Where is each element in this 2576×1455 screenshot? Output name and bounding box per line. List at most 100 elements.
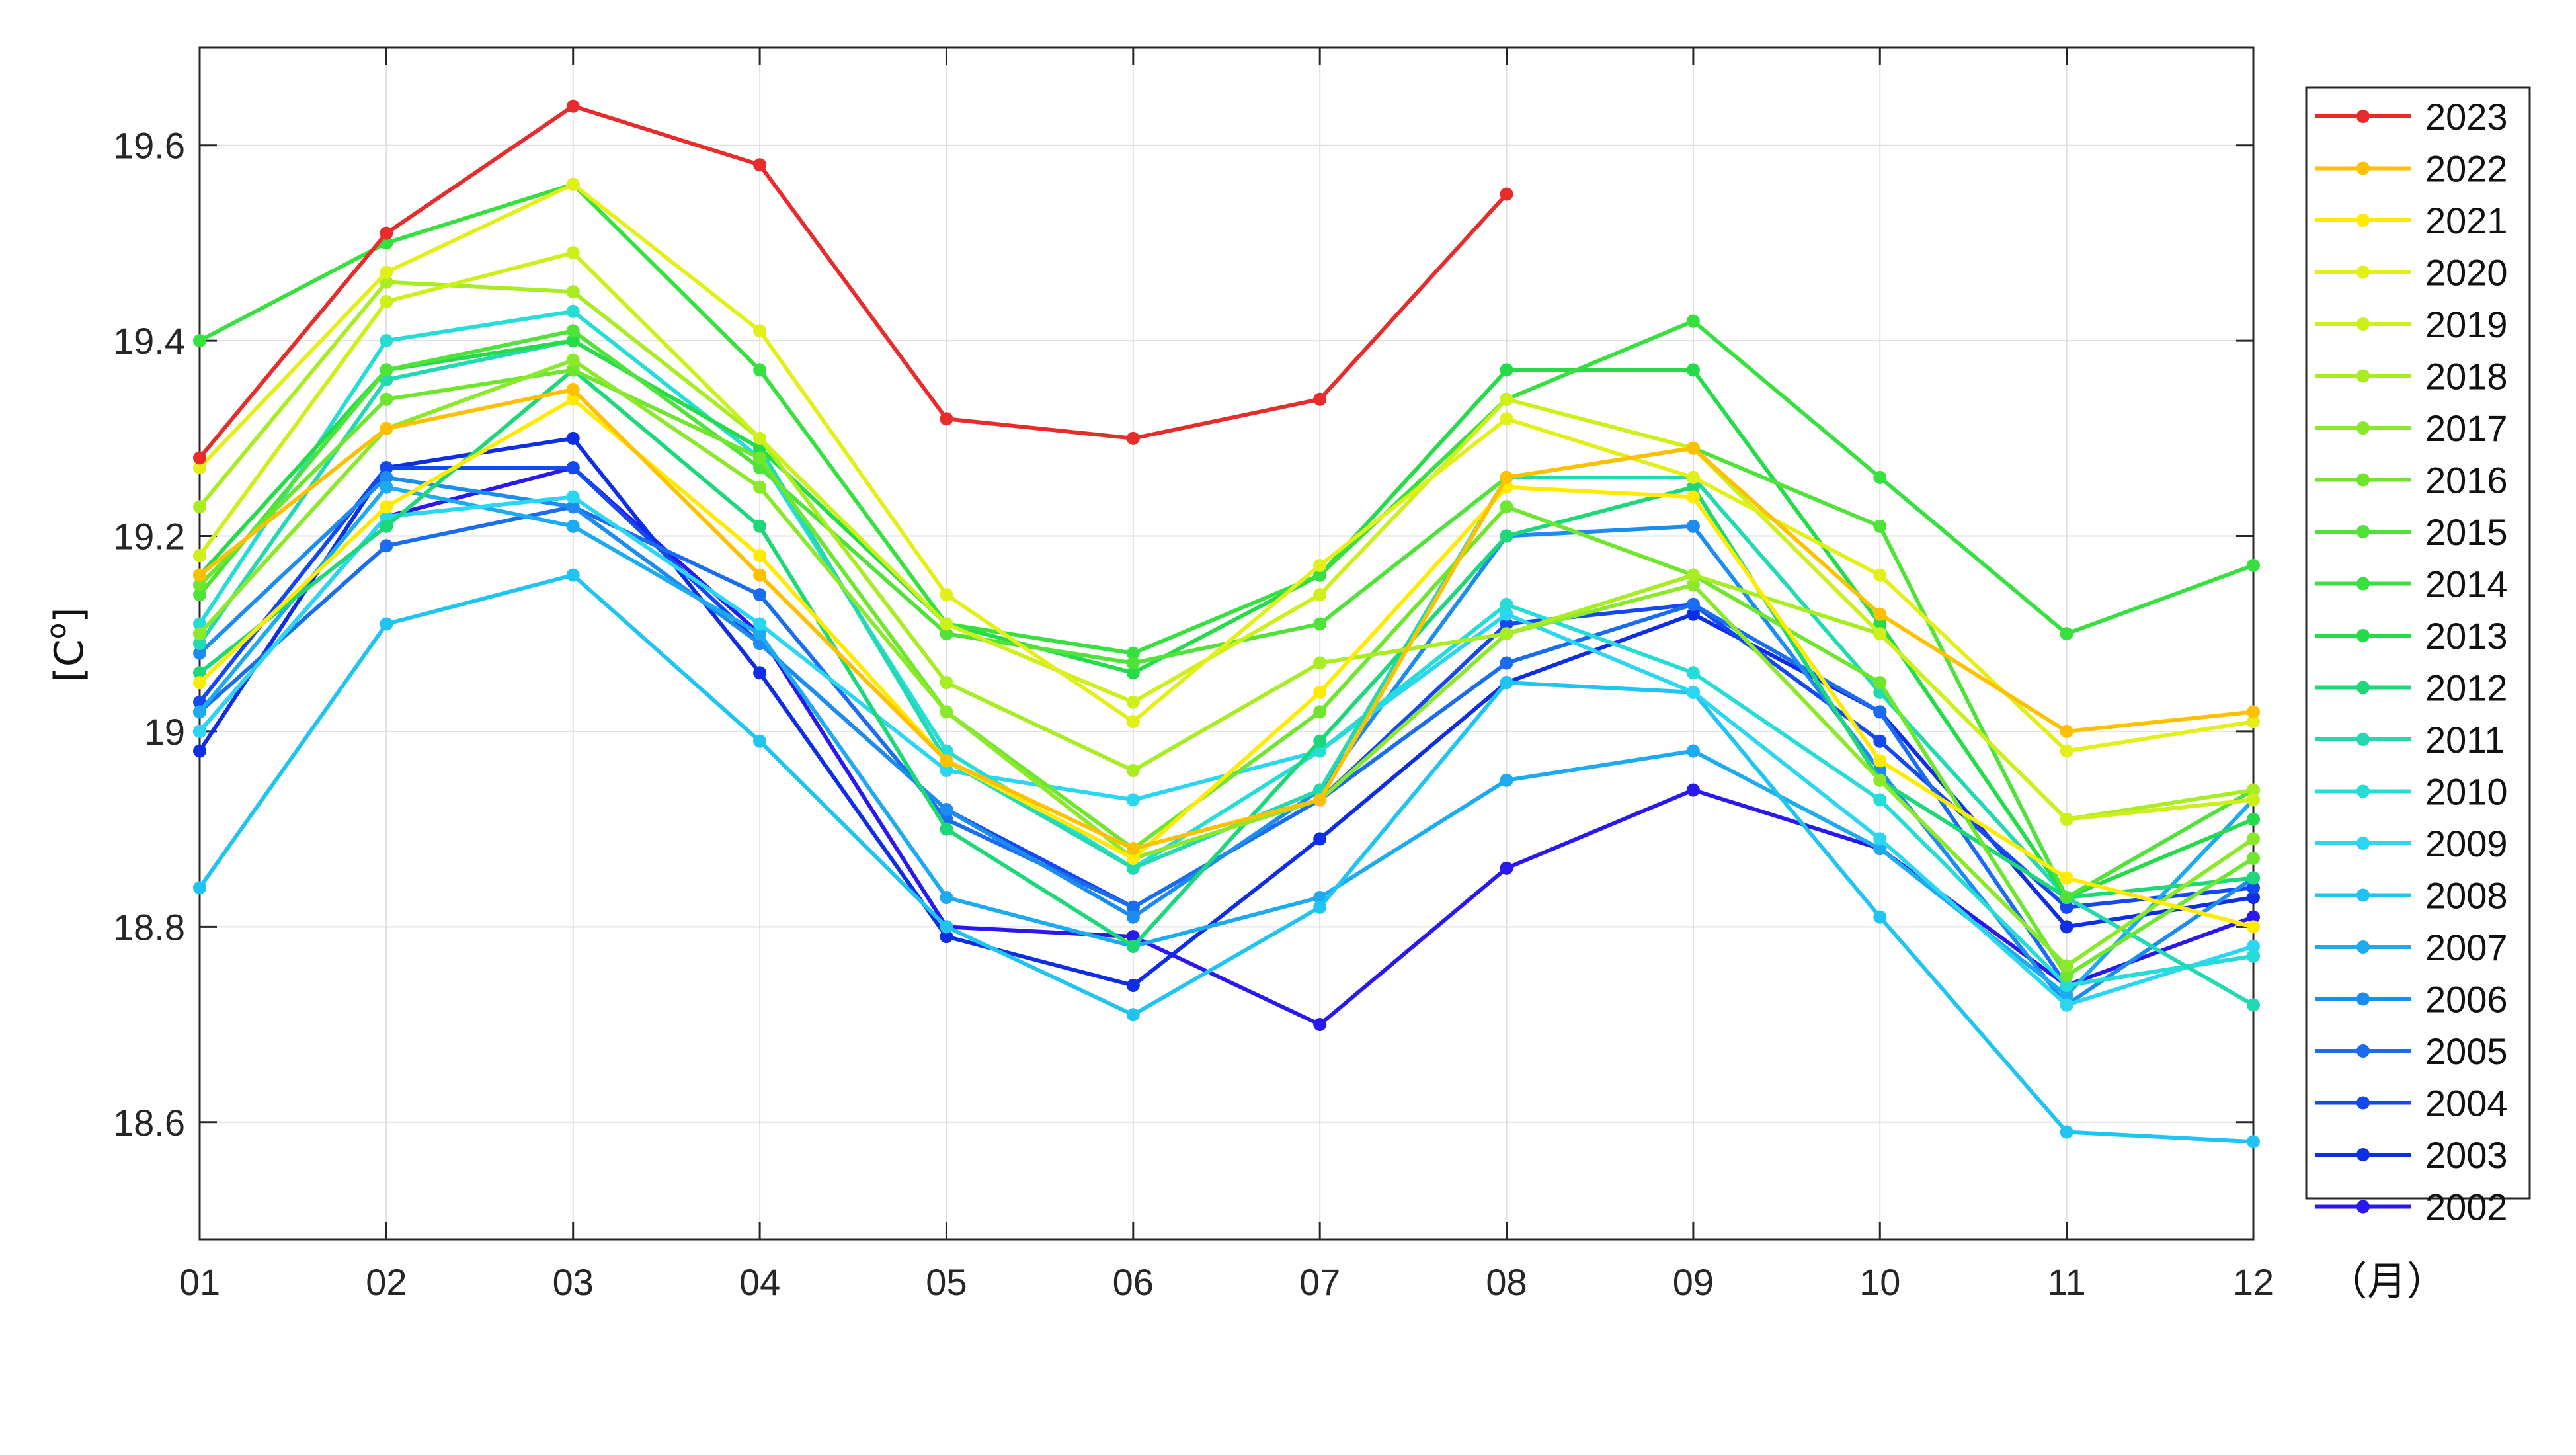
data-point bbox=[1126, 431, 1140, 445]
y-tick-label: 19.4 bbox=[113, 320, 185, 362]
data-point bbox=[1873, 705, 1887, 719]
data-point bbox=[2060, 627, 2073, 641]
data-point bbox=[2060, 744, 2073, 758]
data-point bbox=[940, 822, 953, 836]
data-point bbox=[940, 627, 953, 641]
data-point bbox=[2060, 891, 2073, 905]
y-tick-label: 18.8 bbox=[113, 906, 185, 948]
data-point bbox=[193, 588, 206, 602]
data-point bbox=[193, 646, 206, 660]
data-point bbox=[566, 363, 580, 377]
data-point bbox=[380, 363, 393, 377]
data-point bbox=[940, 930, 953, 944]
data-point bbox=[2247, 558, 2260, 572]
legend-label: 2007 bbox=[2425, 927, 2508, 968]
data-point bbox=[193, 549, 206, 563]
x-tick-label: 07 bbox=[1299, 1261, 1340, 1303]
data-point bbox=[193, 666, 206, 680]
data-point bbox=[1873, 754, 1887, 768]
data-point bbox=[753, 158, 767, 172]
x-tick-label: 09 bbox=[1673, 1261, 1714, 1303]
data-point bbox=[753, 568, 767, 582]
y-axis-ticks: 18.6 18.8 19 19.2 19.4 19.6 bbox=[113, 125, 2253, 1143]
data-point bbox=[193, 334, 206, 348]
data-point bbox=[566, 324, 580, 338]
legend-marker bbox=[2356, 837, 2370, 850]
data-point bbox=[2247, 851, 2260, 865]
data-point bbox=[1873, 793, 1887, 807]
data-point bbox=[1126, 978, 1140, 992]
data-point bbox=[2247, 832, 2260, 846]
x-tick-label: 06 bbox=[1113, 1261, 1154, 1303]
x-tick-label: 10 bbox=[1859, 1261, 1900, 1303]
grid-lines bbox=[200, 48, 2253, 1239]
data-point bbox=[566, 568, 580, 582]
data-point bbox=[753, 549, 767, 563]
data-point bbox=[2247, 939, 2260, 953]
data-point bbox=[380, 461, 393, 475]
legend-marker bbox=[2356, 1044, 2370, 1058]
data-point bbox=[380, 470, 393, 484]
legend-label: 2010 bbox=[2425, 771, 2508, 813]
data-point bbox=[1313, 685, 1327, 699]
legend-label: 2022 bbox=[2425, 148, 2508, 190]
data-point bbox=[1686, 314, 1700, 328]
data-point bbox=[1500, 861, 1513, 875]
data-point bbox=[1313, 1018, 1327, 1032]
data-point bbox=[940, 588, 953, 602]
legend-marker bbox=[2356, 473, 2370, 487]
legend-marker bbox=[2356, 110, 2370, 123]
data-point bbox=[566, 246, 580, 260]
data-point bbox=[566, 99, 580, 113]
data-point bbox=[193, 461, 206, 475]
data-point bbox=[1313, 588, 1327, 602]
data-point bbox=[1126, 842, 1140, 856]
data-point bbox=[1873, 617, 1887, 631]
data-point bbox=[380, 265, 393, 279]
legend-label: 2021 bbox=[2425, 200, 2508, 241]
data-point bbox=[753, 734, 767, 748]
data-point bbox=[1126, 656, 1140, 670]
data-point bbox=[1873, 773, 1887, 787]
data-point bbox=[1500, 773, 1513, 787]
data-point bbox=[2247, 891, 2260, 905]
data-point bbox=[940, 676, 953, 690]
data-point bbox=[1126, 900, 1140, 914]
data-point bbox=[1873, 470, 1887, 484]
legend-label: 2020 bbox=[2425, 252, 2508, 294]
x-axis-ticks: 01 02 03 04 05 06 07 08 09 10 11 12 bbox=[179, 48, 2274, 1303]
legend-label: 2019 bbox=[2425, 304, 2508, 345]
data-point bbox=[1126, 861, 1140, 875]
data-point bbox=[1126, 793, 1140, 807]
x-axis-unit-label: （月） bbox=[2327, 1259, 2446, 1305]
data-point bbox=[380, 392, 393, 406]
data-point bbox=[2060, 978, 2073, 992]
legend-label: 2009 bbox=[2425, 823, 2508, 864]
x-tick-label: 11 bbox=[2048, 1261, 2086, 1303]
data-point bbox=[566, 177, 580, 191]
data-point bbox=[1686, 480, 1700, 494]
legend-label: 2002 bbox=[2425, 1186, 2508, 1228]
data-point bbox=[1500, 529, 1513, 543]
data-point bbox=[2247, 881, 2260, 895]
series-line bbox=[198, 339, 2255, 900]
data-point bbox=[753, 363, 767, 377]
data-point bbox=[1500, 470, 1513, 484]
data-point bbox=[1686, 744, 1700, 758]
data-point bbox=[1313, 392, 1327, 406]
data-point bbox=[380, 295, 393, 309]
data-point bbox=[193, 705, 206, 719]
data-point bbox=[380, 500, 393, 514]
legend-marker bbox=[2356, 1148, 2370, 1161]
data-point bbox=[1873, 842, 1887, 856]
series-2023 bbox=[193, 99, 1513, 465]
data-point bbox=[1686, 666, 1700, 680]
data-point bbox=[1873, 832, 1887, 846]
data-point bbox=[2247, 910, 2260, 924]
data-point bbox=[2060, 920, 2073, 934]
data-point bbox=[753, 519, 767, 533]
legend-marker bbox=[2356, 681, 2370, 694]
data-point bbox=[753, 480, 767, 494]
data-point bbox=[1873, 910, 1887, 924]
series-line bbox=[198, 309, 2254, 987]
